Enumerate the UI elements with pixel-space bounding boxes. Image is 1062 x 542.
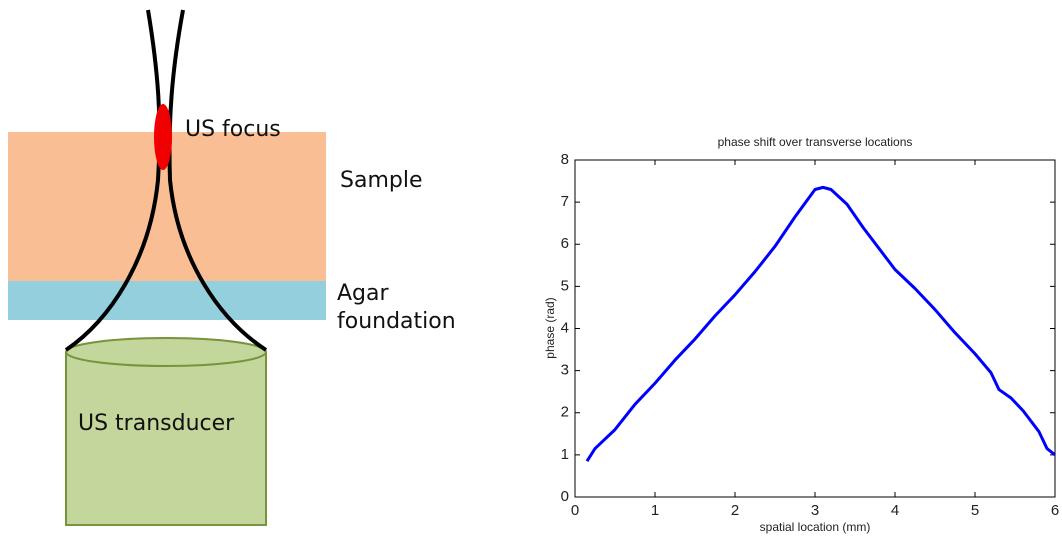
y-tick-label: 2 [561, 404, 569, 421]
x-tick-label: 0 [571, 502, 579, 519]
focus-spot [154, 104, 172, 170]
y-tick-label: 4 [561, 319, 569, 336]
beam-right [167, 9, 268, 352]
y-tick-label: 6 [561, 235, 569, 252]
data-line [585, 185, 1056, 462]
agar-label: Agar [337, 281, 389, 306]
x-tick-label: 4 [891, 502, 899, 519]
y-axis-label: phase (rad) [543, 297, 557, 358]
focus-label: US focus [185, 117, 281, 142]
transducer-label: US transducer [78, 411, 235, 436]
agar-layer [8, 281, 326, 320]
transducer-body [65, 352, 267, 526]
y-tick-label: 1 [561, 446, 569, 463]
y-tick-label: 7 [561, 193, 569, 210]
axes-box [574, 159, 1056, 498]
x-tick-label: 2 [731, 502, 739, 519]
chart-title: phase shift over transverse locations [718, 135, 913, 149]
x-axis-label: spatial location (mm) [760, 520, 871, 534]
beam-left [64, 9, 162, 352]
x-tick-label: 5 [971, 502, 979, 519]
y-tick-label: 0 [561, 488, 569, 505]
x-tick-label: 3 [811, 502, 819, 519]
sample-label: Sample [340, 168, 423, 193]
y-tick-label: 8 [561, 151, 569, 168]
y-tick-label: 3 [561, 362, 569, 379]
y-tick-label: 5 [561, 277, 569, 294]
x-tick-label: 6 [1051, 502, 1059, 519]
transducer-top [65, 337, 267, 367]
x-tick-label: 1 [651, 502, 659, 519]
agar-label: foundation [337, 309, 456, 334]
